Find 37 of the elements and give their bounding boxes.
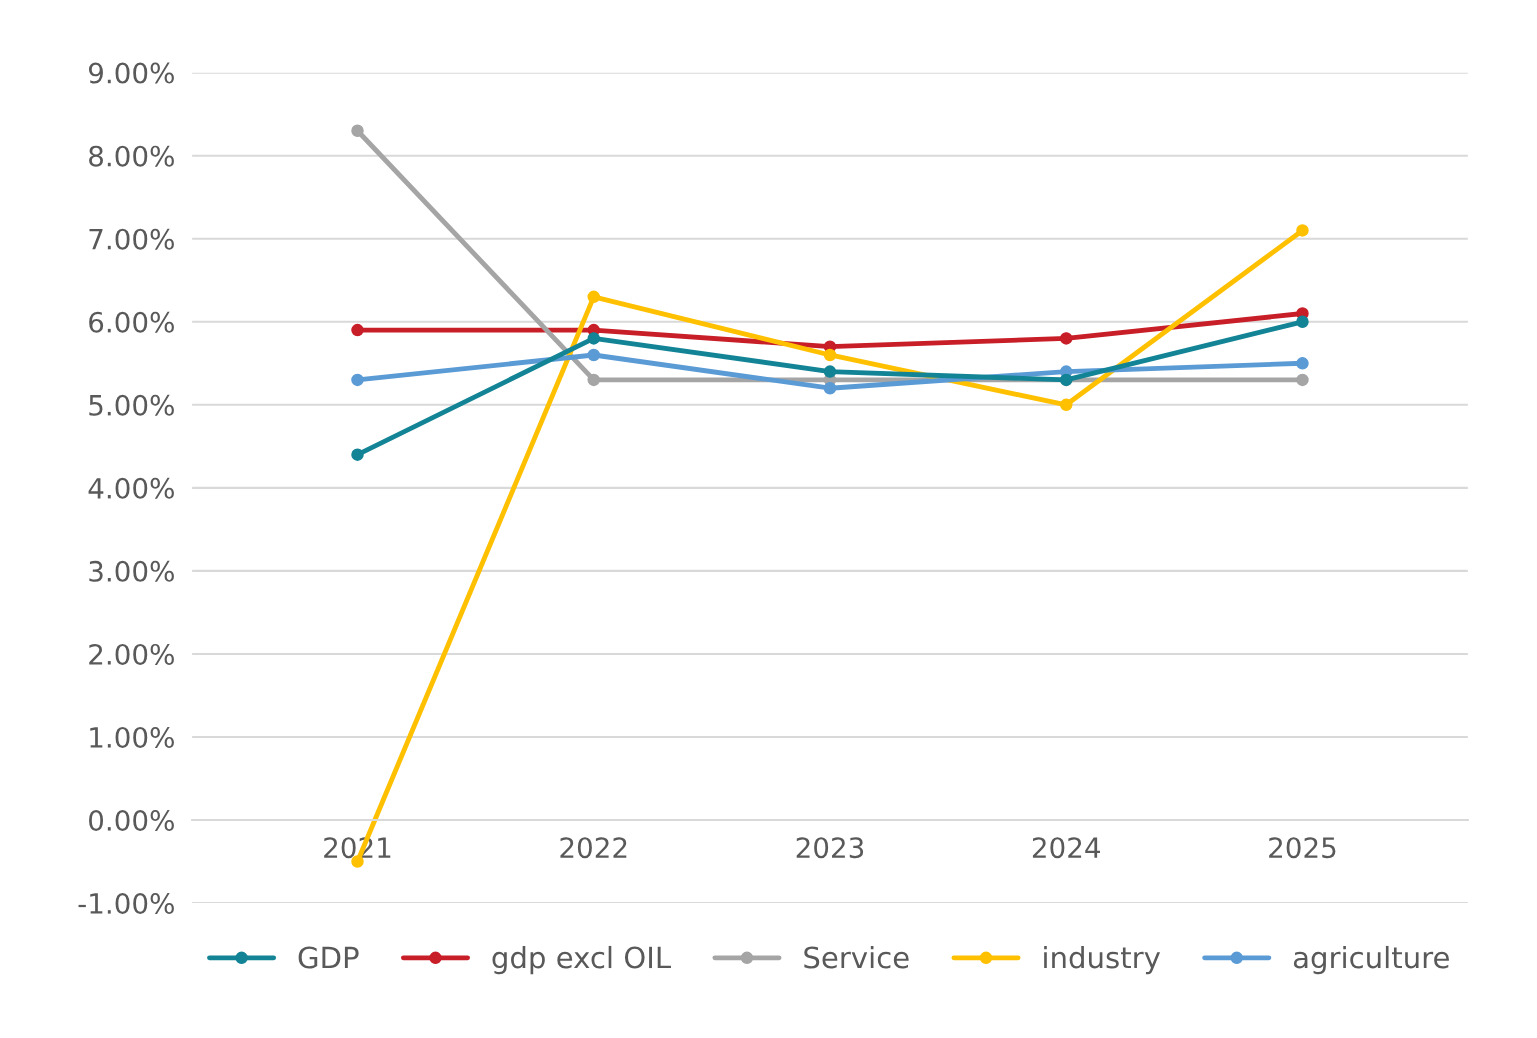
x-tick-label: 2025 [1269, 837, 1336, 859]
point [823, 365, 837, 378]
legend-label: Service [804, 945, 909, 969]
point [1296, 373, 1309, 387]
point [823, 348, 837, 362]
point [351, 124, 364, 138]
y-tick-label: 5.00% [89, 394, 174, 416]
point [1296, 357, 1309, 370]
y-tick-label: 9.00% [88, 62, 174, 84]
y-tick-label: 0.00% [89, 809, 174, 831]
point [1059, 332, 1073, 345]
point [1296, 224, 1309, 237]
point [351, 323, 364, 337]
point [587, 290, 600, 304]
point [351, 373, 364, 387]
x-tick-label: 2024 [1032, 837, 1101, 859]
y-tick-label: 6.00% [89, 311, 174, 333]
point [587, 332, 600, 345]
y-tick-label: 8.00% [89, 145, 174, 167]
x-tick-label: 2022 [560, 837, 627, 859]
legend-label: gdp excl OIL [492, 945, 671, 975]
point [1296, 315, 1309, 329]
y-tick-label: 7.00% [89, 228, 174, 250]
point [351, 448, 364, 461]
point [587, 373, 600, 387]
y-tick-label: -1.00% [78, 893, 174, 915]
legend-label: agriculture [1293, 945, 1449, 975]
point [1059, 398, 1073, 412]
y-tick-label: 4.00% [88, 477, 174, 499]
y-tick-label: 1.00% [90, 726, 174, 748]
point [823, 381, 837, 395]
y-tick-label: 3.00% [89, 560, 174, 582]
x-tick-label: 2023 [796, 837, 864, 859]
point [587, 348, 600, 362]
legend-label: GDP [298, 946, 359, 969]
y-tick-label: 2.00% [89, 643, 174, 665]
legend-label: industry [1044, 945, 1161, 975]
